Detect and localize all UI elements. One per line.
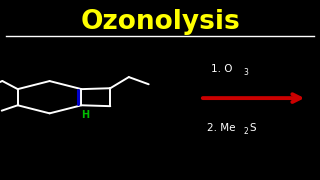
Text: H: H — [81, 110, 89, 120]
Text: 2. Me: 2. Me — [207, 123, 236, 133]
Text: 3: 3 — [243, 68, 248, 77]
Text: 1. O: 1. O — [211, 64, 233, 74]
Text: S: S — [249, 123, 256, 133]
Text: 2: 2 — [243, 127, 248, 136]
Text: Ozonolysis: Ozonolysis — [80, 9, 240, 35]
